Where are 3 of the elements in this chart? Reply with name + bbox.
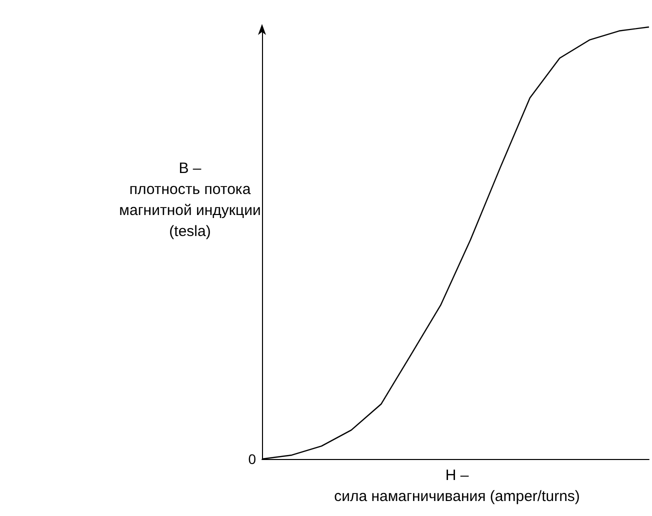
y-axis-title: B – плотность потока магнитной индукции (tesla) [119, 160, 261, 240]
text: 0 [248, 451, 256, 467]
x-axis-title: H – сила намагничивания (amper/turns) [334, 467, 580, 505]
